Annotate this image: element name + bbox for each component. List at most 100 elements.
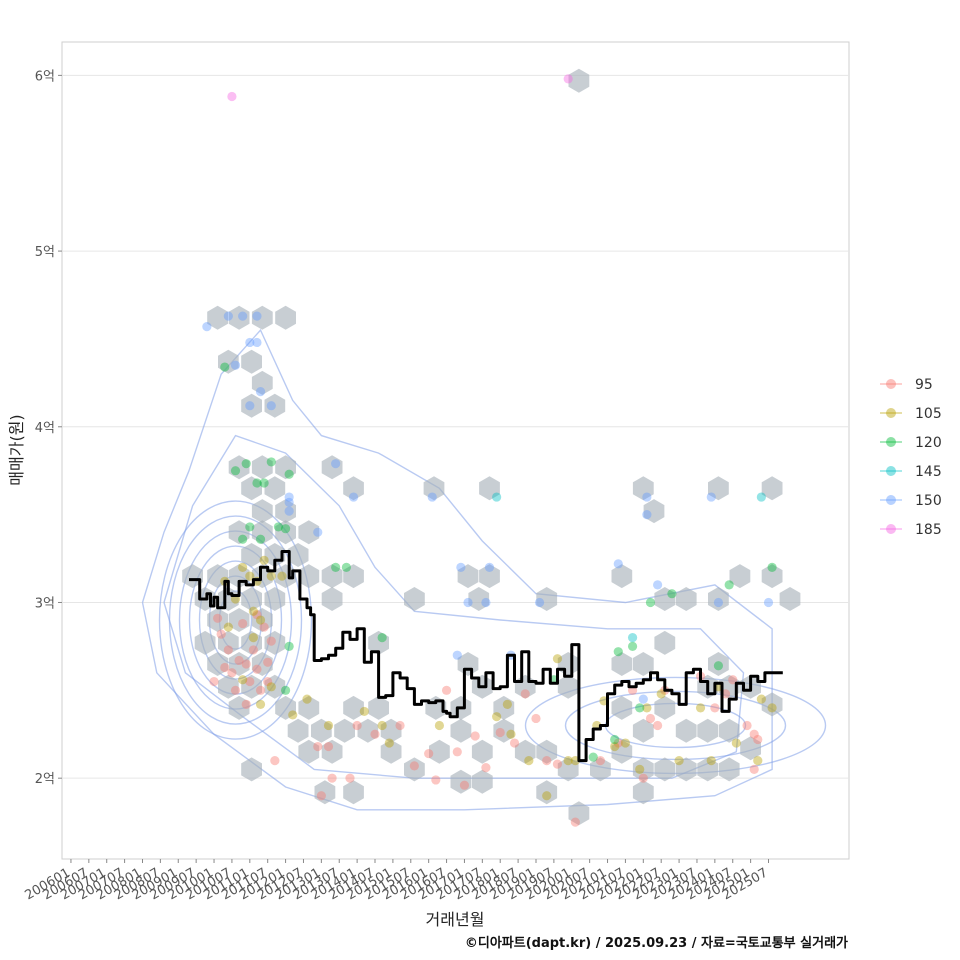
y-tick-label: 6억 [35,69,55,84]
legend-label: 150 [915,493,942,509]
hexbin-cell [643,499,665,524]
hexbin-cell [207,608,228,632]
data-point-95 [241,699,251,709]
hexbin-cell [468,587,490,611]
data-point-120 [724,580,734,590]
hexbin-cell [228,520,250,545]
data-point-95 [749,764,759,774]
data-point-105 [542,791,552,801]
data-point-95 [255,685,266,695]
data-point-105 [277,571,287,581]
data-point-120 [284,641,294,652]
hexbin-cell [228,305,250,330]
hexbin-cell [404,757,425,782]
hexbin-cell [471,739,493,764]
data-point-95 [263,676,273,687]
data-point-150 [284,506,294,516]
hexbin-cell [471,769,493,794]
data-point-95 [352,720,362,731]
data-point-95 [252,664,262,674]
data-point-150 [706,492,716,502]
data-point-95 [470,731,480,741]
data-point-105 [502,699,512,709]
hexbin-cell [536,587,558,611]
hexbin-cell [457,652,479,676]
legend-label: 145 [915,464,942,480]
hexbin-cell [343,564,364,589]
data-point-120 [273,522,284,532]
data-point-95 [459,780,470,790]
hexbin-cell [298,695,320,720]
data-point-95 [595,756,605,766]
hexbin-cell [708,652,729,676]
data-point-105 [552,654,563,664]
hexbin-cell [228,455,250,480]
hexbin-cell [718,718,740,743]
data-point-95 [395,720,405,731]
legend-label: 105 [915,406,942,422]
data-point-150 [313,527,323,537]
data-point-120 [230,466,241,476]
data-point-95 [266,636,276,646]
hexbin-cell [251,520,273,545]
hexbin-cell [343,780,364,805]
hexbin-cell [493,695,515,720]
hexbin-cell [218,674,239,699]
data-point-95 [613,738,623,748]
data-point-120 [245,522,255,532]
hexbin-cell [251,499,273,524]
data-point-120 [280,685,291,695]
hexbin-cell [264,674,286,699]
data-point-105 [635,764,645,774]
hexbin-cell [718,757,740,782]
data-point-120 [266,457,276,467]
data-point-105 [731,738,741,748]
data-point-95 [742,720,752,731]
data-point-120 [588,752,598,762]
hexbin-cell [287,543,309,567]
hexbin-cell [264,587,286,611]
hexbin-cell [275,695,296,720]
data-point-145 [627,633,638,643]
data-point-105 [563,756,573,766]
data-point-120 [377,633,387,643]
median-price-path [189,550,783,763]
density-contour-outer [141,328,773,811]
hexbin-cell [343,476,364,501]
hexbin-cell [557,757,579,782]
data-point-95 [245,676,255,687]
hexbin-cell [207,305,228,330]
data-point-95 [227,668,237,678]
hexbin-cell [761,564,783,589]
data-point-150 [331,459,341,469]
hexbin-cell [251,652,273,676]
data-point-150 [463,597,473,608]
hexbin-cell [368,695,389,720]
hexbin-cell [251,370,273,395]
data-point-150 [456,562,466,572]
data-point-120 [713,661,724,671]
data-point-105 [266,682,276,692]
data-point-120 [645,597,656,608]
data-point-105 [266,571,276,581]
data-point-105 [288,710,298,720]
data-point-95 [520,689,530,699]
data-point-120 [280,524,291,534]
data-point-95 [509,738,520,748]
data-point-95 [345,773,355,783]
legend-key-point [886,408,896,418]
hexbin-cell [761,476,783,501]
hexbin-cell [779,587,801,611]
legend-label: 185 [915,522,942,538]
hexbin-cell [708,587,729,611]
hexbin-cell [275,499,296,524]
data-point-105 [255,615,266,625]
hexbin-cell [228,695,250,720]
density-contour-ring [158,500,313,740]
legend: 95 105 120 145 150 185 [880,377,942,538]
data-point-105 [642,703,652,713]
hexbin-cell [241,630,262,655]
data-point-95 [238,618,248,629]
data-point-120 [284,469,294,479]
data-point-95 [728,675,738,685]
